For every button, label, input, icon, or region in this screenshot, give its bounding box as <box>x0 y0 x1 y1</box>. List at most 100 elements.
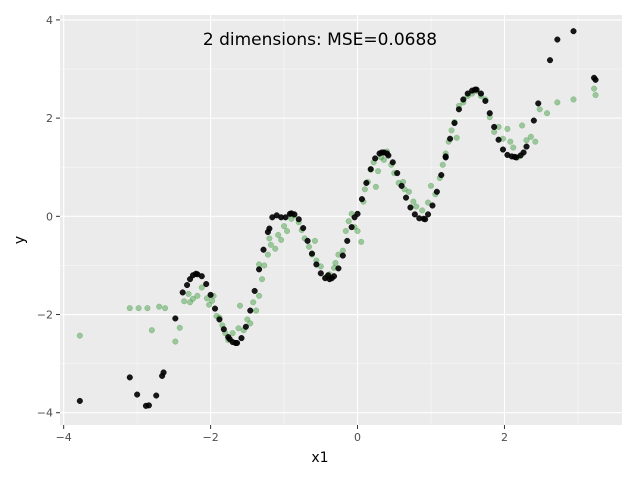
x-tick-label: 0 <box>354 431 361 444</box>
data-point <box>495 136 502 143</box>
data-point <box>592 76 599 83</box>
data-point <box>507 138 514 145</box>
data-point <box>134 391 141 398</box>
data-point <box>194 292 201 299</box>
data-point <box>511 153 518 160</box>
data-point <box>305 243 313 250</box>
data-point <box>378 149 385 156</box>
data-point <box>532 138 539 145</box>
data-point <box>570 96 577 103</box>
data-point <box>278 236 285 243</box>
data-point <box>179 289 186 296</box>
data-point <box>398 182 405 189</box>
data-point <box>275 231 282 239</box>
data-point <box>354 210 361 217</box>
data-point <box>264 251 271 258</box>
data-point <box>247 320 254 327</box>
data-point <box>209 297 216 304</box>
data-point <box>198 284 205 291</box>
data-point <box>144 305 151 312</box>
data-point <box>380 156 388 163</box>
data-point <box>135 305 142 312</box>
y-tick-label: 0 <box>46 210 53 223</box>
data-point <box>198 273 205 280</box>
data-point <box>438 172 445 179</box>
data-point <box>253 307 260 314</box>
data-point <box>185 290 192 297</box>
data-point <box>433 188 440 195</box>
data-point <box>145 402 152 409</box>
data-point <box>267 241 274 248</box>
data-point <box>203 281 210 288</box>
data-point <box>311 237 318 244</box>
grid <box>60 15 622 425</box>
x-tick-label: −2 <box>202 431 218 444</box>
data-point <box>203 295 210 302</box>
data-point <box>482 97 489 104</box>
data-point <box>313 261 320 268</box>
data-point <box>354 228 361 235</box>
data-point <box>499 146 507 153</box>
data-point <box>519 122 526 129</box>
data-point <box>510 144 517 151</box>
data-point <box>367 166 374 173</box>
data-point <box>229 330 236 337</box>
data-point <box>422 216 429 223</box>
data-point <box>288 210 295 217</box>
chart-title: 2 dimensions: MSE=0.0688 <box>203 30 437 50</box>
data-point <box>523 143 530 150</box>
y-tick-label: −4 <box>37 407 53 420</box>
data-point <box>361 186 368 193</box>
data-point <box>405 188 413 195</box>
data-point <box>153 392 160 399</box>
data-point <box>184 282 191 289</box>
data-series <box>76 28 599 409</box>
data-point <box>258 276 266 283</box>
data-point <box>425 199 432 206</box>
data-point <box>344 237 351 244</box>
data-point <box>592 91 599 99</box>
data-point <box>211 305 219 312</box>
data-point <box>76 397 83 404</box>
data-point <box>375 168 382 175</box>
data-point <box>172 338 179 345</box>
data-point <box>363 179 370 186</box>
data-point <box>536 106 543 113</box>
x-tick-label: 2 <box>501 431 508 444</box>
y-tick-label: 2 <box>46 112 53 125</box>
data-point <box>442 153 449 160</box>
data-point <box>206 301 213 308</box>
data-point <box>232 339 239 347</box>
data-point <box>295 216 302 223</box>
data-point <box>345 218 352 225</box>
data-point <box>523 137 530 144</box>
data-point <box>160 369 167 376</box>
data-point <box>477 90 485 97</box>
data-point <box>308 250 316 257</box>
data-point <box>189 295 197 302</box>
data-point <box>247 307 254 314</box>
data-point <box>76 332 83 339</box>
data-point <box>413 203 420 210</box>
data-point <box>235 325 242 332</box>
data-point <box>283 228 291 235</box>
data-point <box>451 119 458 127</box>
data-point <box>491 123 498 130</box>
data-point <box>460 96 467 103</box>
data-point <box>570 28 577 35</box>
data-point <box>453 134 460 141</box>
series-0 <box>76 85 599 345</box>
data-point <box>410 198 417 205</box>
data-point <box>260 246 267 253</box>
data-point <box>429 202 436 209</box>
data-point <box>554 99 561 106</box>
y-tick-label: −2 <box>37 309 53 322</box>
data-point <box>335 265 342 272</box>
data-point <box>162 305 169 312</box>
data-point <box>402 194 410 201</box>
data-point <box>238 335 245 342</box>
data-point <box>250 299 257 306</box>
data-point <box>394 170 401 177</box>
data-point <box>256 266 263 273</box>
